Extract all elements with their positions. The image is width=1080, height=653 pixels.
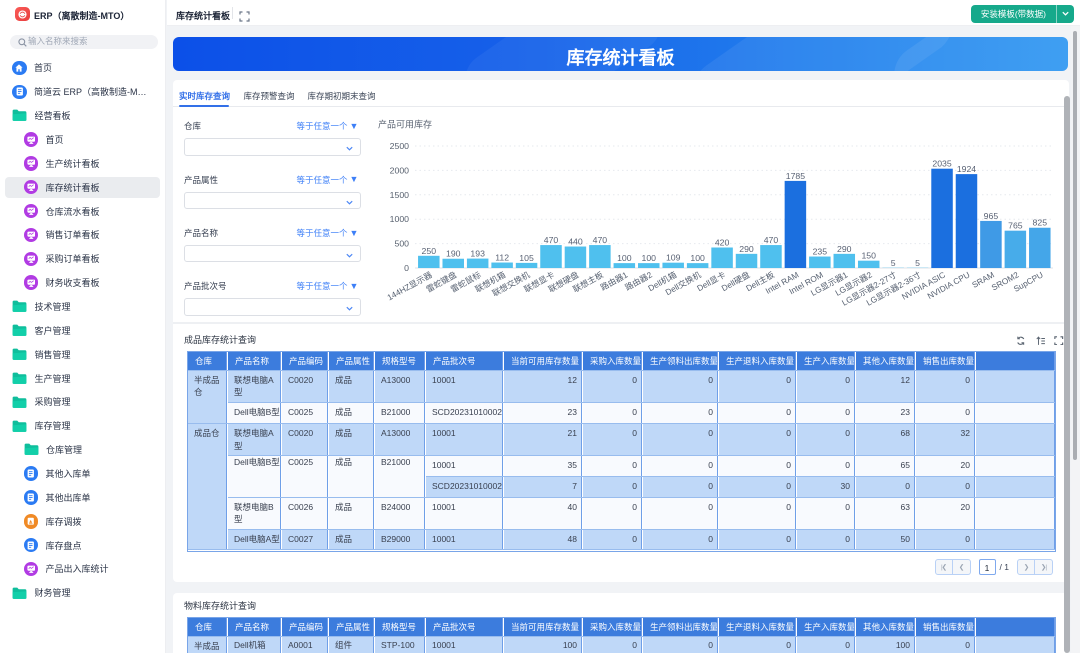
svg-text:100: 100	[617, 253, 632, 263]
svg-text:420: 420	[715, 238, 730, 248]
svg-text:500: 500	[395, 239, 410, 249]
svg-text:440: 440	[568, 237, 583, 247]
svg-text:190: 190	[446, 249, 461, 259]
svg-text:825: 825	[1033, 218, 1048, 228]
svg-text:100: 100	[642, 253, 657, 263]
svg-text:1500: 1500	[390, 190, 409, 200]
svg-text:1000: 1000	[390, 214, 409, 224]
svg-text:0: 0	[404, 263, 409, 273]
svg-text:2500: 2500	[390, 141, 409, 151]
svg-text:109: 109	[666, 253, 681, 263]
svg-text:100: 100	[690, 253, 705, 263]
svg-text:1924: 1924	[957, 164, 976, 174]
svg-text:150: 150	[861, 251, 876, 261]
svg-text:5: 5	[891, 258, 896, 268]
svg-text:765: 765	[1008, 221, 1023, 231]
svg-text:193: 193	[470, 249, 485, 259]
svg-text:470: 470	[593, 235, 608, 245]
svg-text:250: 250	[422, 246, 437, 256]
svg-text:235: 235	[813, 247, 828, 257]
svg-text:470: 470	[544, 235, 559, 245]
svg-text:290: 290	[837, 244, 852, 254]
svg-text:105: 105	[519, 253, 534, 263]
svg-text:290: 290	[739, 244, 754, 254]
svg-text:1785: 1785	[786, 171, 805, 181]
svg-text:965: 965	[984, 211, 999, 221]
svg-text:2000: 2000	[390, 165, 409, 175]
svg-text:5: 5	[915, 258, 920, 268]
svg-text:2035: 2035	[932, 159, 951, 169]
svg-text:112: 112	[495, 253, 509, 263]
svg-text:470: 470	[764, 235, 779, 245]
svg-text:产品可用库存: 产品可用库存	[378, 119, 432, 130]
